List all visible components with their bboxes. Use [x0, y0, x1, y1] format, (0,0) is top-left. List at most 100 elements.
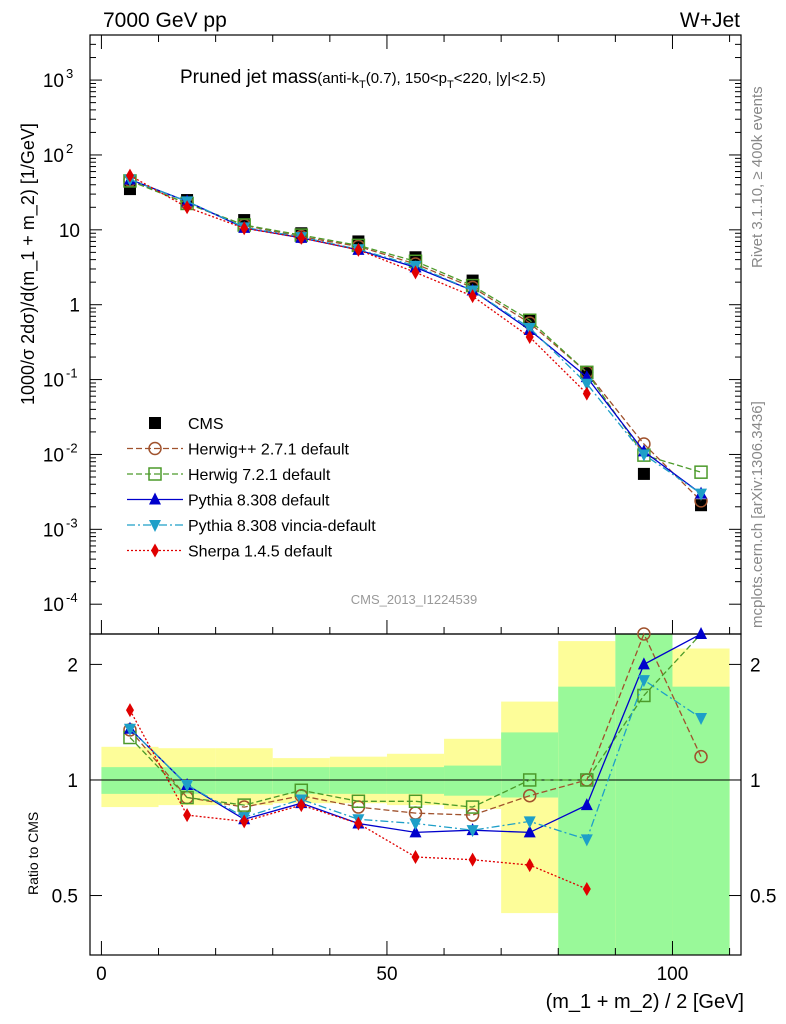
beam-label: 7000 GeV pp: [103, 9, 227, 32]
plot-title-sub-index2: T: [447, 79, 454, 91]
ratio-series-sherpa: [125, 703, 591, 896]
ratio-ytick-label-right-2: 2: [750, 655, 761, 676]
main-ytick-label-1: 10: [43, 520, 64, 541]
ratio-ytick-label-2: 2: [67, 655, 78, 676]
main-point-sherpa: [183, 200, 192, 215]
legend-item-vincia: Pythia 8.308 vincia-default: [127, 518, 376, 535]
mcplots-label: mcplots.cern.ch [arXiv:1306.3436]: [749, 401, 766, 628]
ratio-ylabel: Ratio to CMS: [25, 812, 41, 895]
ratio-point-sherpa: [411, 849, 420, 864]
main-point-herwig7: [694, 465, 708, 479]
ratio-point-herwig7: [580, 773, 594, 787]
main-point-cms: [637, 467, 650, 480]
main-ytick-label-3: 10: [43, 371, 64, 392]
band-inner-8: [558, 686, 616, 955]
main-ytick-exp-1: -3: [66, 515, 78, 530]
legend-marker-pythia: [149, 492, 161, 505]
main-ytick-label-4: 1: [69, 296, 80, 317]
plot-title-sub-index: T: [359, 79, 366, 91]
ratio-point-sherpa: [354, 816, 363, 831]
process-label: W+Jet: [680, 9, 740, 32]
ratio-point-herwig7: [351, 794, 366, 809]
ratio-point-vincia: [523, 816, 536, 829]
main-point-cms: [466, 274, 479, 287]
ratio-ytick-label-right-0: 0.5: [750, 887, 776, 908]
ratio-point-herwig7: [408, 794, 423, 809]
legend-item-herwigpp: Herwig++ 2.7.1 default: [127, 442, 350, 459]
legend-label-pythia: Pythia 8.308 default: [188, 493, 330, 510]
ratio-point-sherpa: [297, 798, 306, 813]
band-inner-4: [329, 767, 387, 794]
legend-item-sherpa: Sherpa 1.4.5 default: [127, 543, 333, 561]
plot-title: Pruned jet mass(anti-kT(0.7), 150<pT<220…: [180, 67, 546, 91]
ratio-frame: [89, 633, 742, 956]
legend-label-vincia: Pythia 8.308 vincia-default: [188, 518, 376, 535]
ratio-point-vincia: [123, 723, 136, 736]
ratio-point-pythia: [409, 825, 422, 838]
ratio-point-sherpa: [582, 881, 591, 896]
main-ytick-exp-2: -2: [66, 440, 78, 455]
band-inner-10: [672, 686, 730, 955]
xtick-label-1: 50: [376, 964, 397, 985]
ratio-ytick-label-1: 1: [67, 771, 78, 792]
ratio-series-pythia: [123, 627, 708, 838]
legend-label-herwigpp: Herwig++ 2.7.1 default: [188, 442, 350, 459]
ratio-point-pythia: [523, 825, 536, 838]
ratio-point-herwig7: [465, 800, 480, 814]
legend-label-sherpa: Sherpa 1.4.5 default: [188, 544, 333, 561]
ratio-point-herwigpp: [694, 749, 708, 764]
rivet-label: Rivet 3.1.10, ≥ 400k events: [749, 86, 766, 268]
band-inner-9: [615, 634, 673, 955]
ratio-point-pythia: [695, 627, 708, 639]
band-inner-2: [215, 767, 273, 794]
main-point-cms: [695, 499, 708, 512]
main-series-cms: [123, 183, 708, 512]
ratio-point-vincia: [409, 818, 422, 831]
main-ytick-label-6: 10: [43, 146, 64, 167]
main-ylabel: 1000/σ 2dσ)/d(m_1 + m_2) [1/GeV]: [18, 123, 39, 405]
ratio-line-herwigpp: [129, 632, 702, 816]
ratio-point-herwig7: [237, 798, 251, 812]
band-inner-6: [444, 765, 502, 796]
legend-marker-herwig7: [148, 467, 162, 481]
ratio-point-vincia: [181, 780, 194, 793]
main-series-sherpa: [125, 168, 591, 401]
plot-title-sub: (anti-k: [317, 70, 359, 87]
ratio-point-herwigpp: [637, 627, 651, 641]
ratio-xlabel: (m_1 + m_2) / 2 [GeV]: [546, 991, 744, 1013]
band-inner-0: [101, 767, 159, 794]
main-point-vincia: [580, 378, 593, 391]
main-ytick-label-7: 10: [43, 71, 64, 92]
main-line-sherpa: [129, 175, 588, 395]
main-ytick-label-2: 10: [43, 445, 64, 466]
ratio-bands: [101, 634, 730, 955]
ratio-point-herwigpp: [465, 808, 480, 822]
ratio-point-pythia: [637, 657, 650, 670]
plot-title-sub-end: <220, |y|<2.5): [454, 70, 546, 87]
main-point-sherpa: [468, 289, 477, 304]
legend-label-cms: CMS: [188, 416, 224, 433]
xtick-label-0: 0: [96, 964, 107, 985]
legend-item-herwig7: Herwig 7.2.1 default: [127, 467, 331, 484]
ratio-line-herwig7: [129, 633, 702, 808]
ratio-point-pythia: [580, 798, 593, 811]
main-point-sherpa: [525, 330, 534, 345]
main-point-sherpa: [354, 242, 363, 257]
main-ytick-exp-0: -4: [66, 590, 78, 605]
ratio-point-sherpa: [525, 858, 534, 873]
legend-marker-cms: [149, 417, 161, 429]
ratio-point-herwigpp: [522, 788, 537, 803]
band-inner-7: [501, 732, 559, 798]
ratio-point-vincia: [466, 825, 479, 838]
legend-label-herwig7: Herwig 7.2.1 default: [188, 467, 331, 484]
main-point-sherpa: [240, 221, 249, 236]
main-point-sherpa: [411, 265, 420, 280]
legend: CMS Herwig++ 2.7.1 default Herwig 7.2.1 de…: [127, 416, 376, 561]
main-ytick-exp-3: -1: [66, 366, 78, 381]
main-point-sherpa: [582, 386, 591, 401]
ratio-point-sherpa: [240, 814, 249, 829]
main-point-vincia: [695, 488, 708, 501]
ratio-point-sherpa: [468, 852, 477, 867]
legend-item-cms: CMS: [149, 416, 224, 433]
